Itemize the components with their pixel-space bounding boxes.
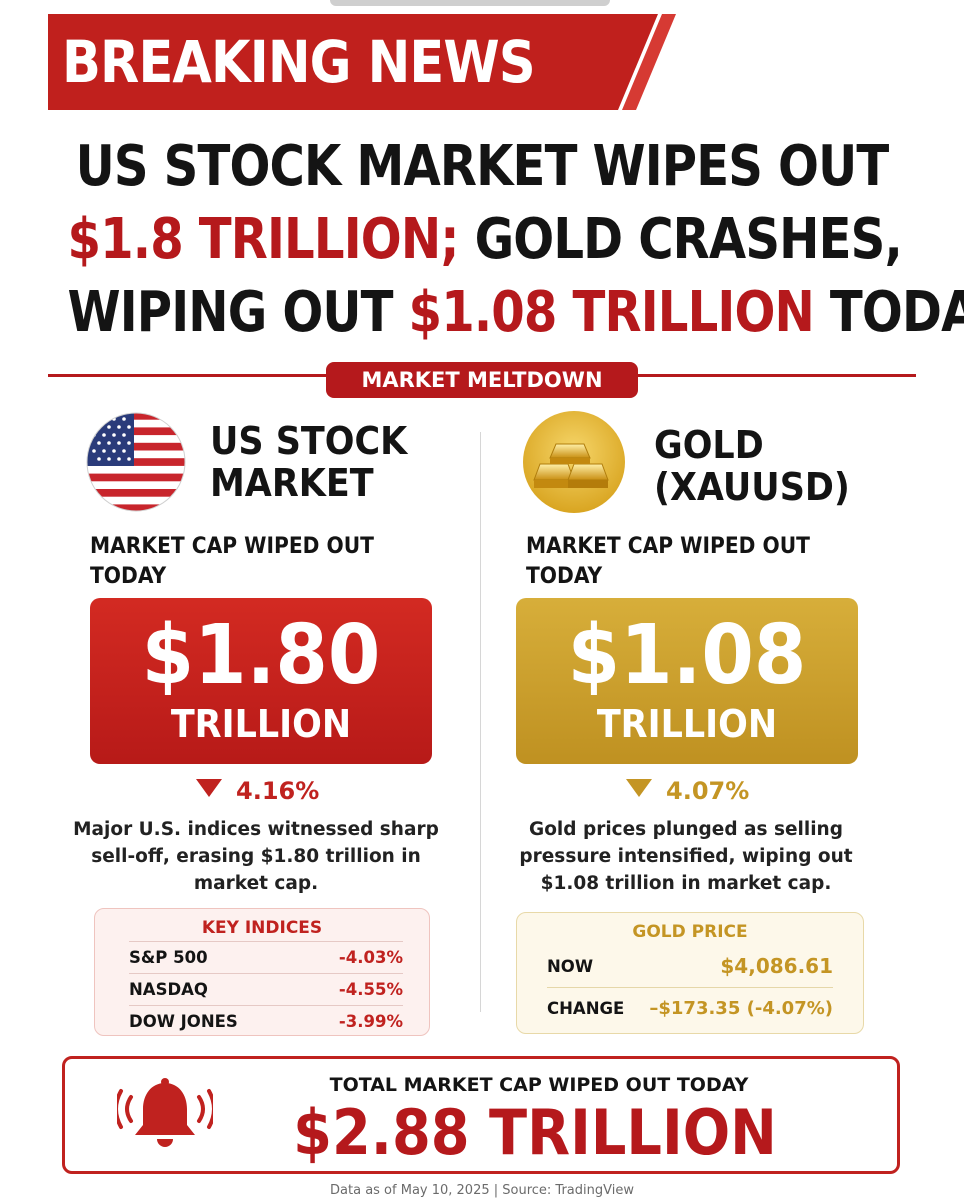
gold-change: 4.07% — [626, 776, 749, 806]
gold-value: $1.08 — [567, 608, 807, 703]
alarm-bell-icon — [117, 1078, 213, 1147]
total-label: TOTAL MARKET CAP WIPED OUT TODAY — [329, 1074, 749, 1096]
down-triangle-icon — [196, 779, 222, 797]
headline-line-3: WIPING OUT $1.08 TRILLION TODAY — [67, 280, 964, 345]
price-row: NOW $4,086.61 — [547, 945, 833, 987]
index-name: NASDAQ — [129, 980, 208, 999]
us-stock-value-box: $1.80 TRILLION — [90, 598, 432, 764]
us-flag-icon — [86, 412, 186, 512]
headline-line-1: US STOCK MARKET WIPES OUT — [75, 134, 890, 199]
index-change: -4.03% — [338, 948, 403, 967]
price-value: $4,086.61 — [720, 954, 833, 978]
index-change: -4.55% — [338, 980, 403, 999]
us-stock-value: $1.80 — [141, 608, 381, 703]
gold-value-box: $1.08 TRILLION — [516, 598, 858, 764]
gold-unit: TRILLION — [596, 702, 778, 746]
index-row: DOW JONES -3.99% — [129, 1005, 403, 1035]
source-footer: Data as of May 10, 2025 | Source: Tradin… — [330, 1183, 634, 1198]
index-name: DOW JONES — [129, 1012, 238, 1031]
key-indices-title: KEY INDICES — [201, 918, 323, 938]
price-value: –$173.35 (-4.07%) — [649, 998, 833, 1019]
top-decoration — [330, 0, 610, 6]
index-change: -3.99% — [338, 1012, 403, 1031]
down-triangle-icon — [626, 779, 652, 797]
gold-price-card: GOLD PRICE NOW $4,086.61 CHANGE –$173.35… — [516, 912, 864, 1034]
index-name: S&P 500 — [129, 948, 208, 967]
price-label: CHANGE — [547, 999, 625, 1018]
breaking-news-text: BREAKING NEWS — [62, 28, 536, 96]
us-stock-market-title: US STOCK MARKET — [210, 419, 408, 505]
column-divider — [480, 432, 481, 1012]
index-row: S&P 500 -4.03% — [129, 941, 403, 973]
market-meltdown-label: MARKET MELTDOWN — [326, 362, 638, 398]
headline-line-2: $1.8 TRILLION; GOLD CRASHES, — [67, 207, 902, 272]
gold-description: Gold prices plunged as selling pressure … — [519, 819, 853, 894]
banner-shape — [48, 14, 676, 110]
headline-gold-amount: $1.08 TRILLION — [408, 280, 815, 345]
key-indices-card: KEY INDICES S&P 500 -4.03% NASDAQ -4.55%… — [94, 908, 430, 1036]
price-row: CHANGE –$173.35 (-4.07%) — [547, 987, 833, 1029]
headline: US STOCK MARKET WIPES OUT $1.8 TRILLION;… — [0, 130, 964, 349]
us-stock-change: 4.16% — [196, 776, 319, 806]
total-card: TOTAL MARKET CAP WIPED OUT TODAY $2.88 T… — [62, 1056, 900, 1174]
gold-title: GOLD (XAUUSD) — [654, 423, 850, 509]
breaking-news-banner: BREAKING NEWS — [48, 14, 676, 110]
gold-bars-icon — [523, 411, 625, 513]
index-row: NASDAQ -4.55% — [129, 973, 403, 1005]
gold-price-title: GOLD PRICE — [632, 922, 748, 942]
price-label: NOW — [547, 956, 594, 976]
us-stock-sub-label: MARKET CAP WIPED OUT TODAY — [90, 534, 374, 589]
total-value: $2.88 TRILLION — [293, 1096, 777, 1169]
us-stock-unit: TRILLION — [170, 702, 352, 746]
us-stock-description: Major U.S. indices witnessed sharp sell-… — [73, 819, 439, 894]
headline-stock-amount: $1.8 TRILLION; — [67, 207, 459, 272]
gold-sub-label: MARKET CAP WIPED OUT TODAY — [526, 534, 810, 589]
